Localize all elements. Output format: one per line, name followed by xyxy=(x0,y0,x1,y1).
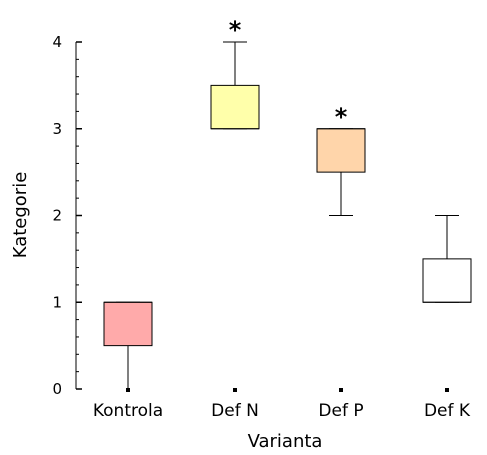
y-major-ticks: 0 1 2 3 4 xyxy=(52,33,82,398)
box-body xyxy=(210,84,260,130)
y-tick-label: 0 xyxy=(52,380,62,398)
y-tick-label: 1 xyxy=(52,293,62,311)
y-tick-label: 3 xyxy=(52,120,62,138)
box-kontrola xyxy=(103,301,153,389)
box-body xyxy=(103,301,153,347)
x-ticks xyxy=(126,388,449,392)
x-category-label: Def N xyxy=(211,401,259,421)
x-category-label: Kontrola xyxy=(93,401,163,421)
x-category-label: Def K xyxy=(424,401,471,421)
boxes: ** xyxy=(103,16,472,389)
significance-asterisk: * xyxy=(335,103,348,131)
box-def-k xyxy=(422,215,472,303)
box-body xyxy=(316,128,366,173)
y-tick-label: 2 xyxy=(52,207,62,225)
x-axis-title: Varianta xyxy=(248,431,323,452)
x-tick xyxy=(339,388,343,392)
x-tick xyxy=(445,388,449,392)
y-tick-label: 4 xyxy=(52,33,62,51)
y-minor-ticks xyxy=(76,58,79,373)
box-body xyxy=(422,258,472,303)
box-def-n: * xyxy=(210,16,260,130)
box-def-p: * xyxy=(316,103,366,216)
x-tick xyxy=(233,388,237,392)
significance-asterisk: * xyxy=(229,16,242,44)
y-axis-title: Kategorie xyxy=(10,172,31,259)
x-category-label: Def P xyxy=(318,401,363,421)
x-category-labels: Kontrola Def N Def P Def K xyxy=(93,401,471,421)
x-tick xyxy=(126,388,130,392)
